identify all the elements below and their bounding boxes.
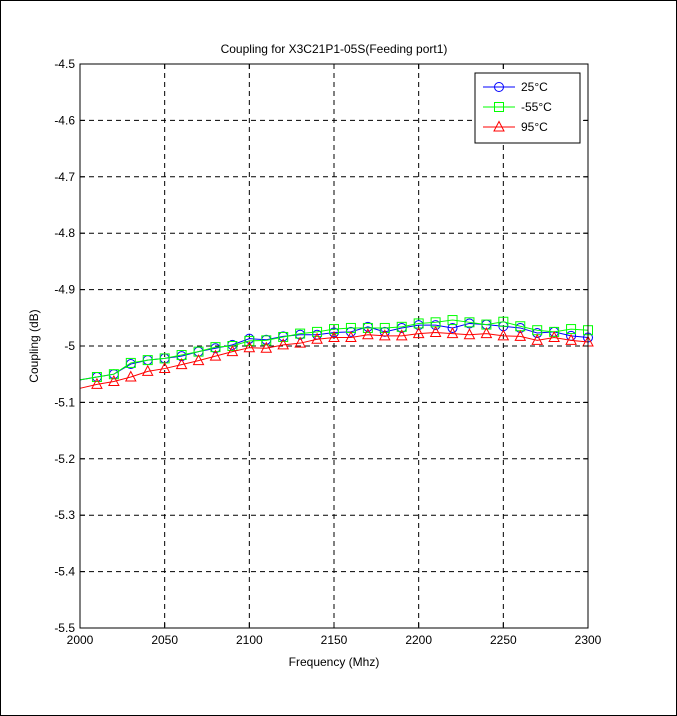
data-point-square [549,326,560,337]
legend-label: -55°C [521,100,552,114]
y-tick-label: -5.4 [54,565,75,579]
y-tick-label: -4.8 [54,226,75,240]
x-tick-label: 2150 [321,633,348,647]
data-point-square [142,355,153,366]
data-point-triangle [362,328,374,340]
data-point-square [379,322,390,333]
data-point-triangle [565,333,577,345]
data-point-triangle [463,328,476,340]
legend-label: 25°C [521,80,548,94]
data-point-triangle [328,330,340,343]
data-point-triangle [497,329,510,341]
data-point-circle [494,82,504,92]
x-tick-label: 2050 [151,633,178,647]
x-tick-label: 2300 [575,633,602,647]
data-point-triangle [311,332,323,344]
data-point-triangle [294,336,306,348]
data-point-triangle [192,354,205,366]
data-point-square [447,315,458,326]
data-point-triangle [141,364,154,376]
data-point-triangle [514,329,527,341]
data-point-triangle [175,358,188,370]
y-tick-label: -4.9 [54,283,75,297]
y-axis-label: Coupling (dB) [27,309,41,382]
series-2 [79,325,594,389]
y-tick-label: -5.2 [54,452,75,466]
y-tick-label: -5.1 [54,395,75,409]
data-point-triangle [548,330,560,343]
data-point-triangle [493,120,505,132]
x-tick-label: 2000 [67,633,94,647]
legend-entry: 95°C [483,120,548,134]
data-point-square [494,102,504,112]
chart-title: Coupling for X3C21P1-05S(Feeding port1) [221,42,448,56]
data-point-triangle [260,341,273,353]
data-point-triangle [395,329,408,341]
data-point-triangle [209,349,222,361]
data-point-triangle [345,330,357,343]
y-tick-label: -5 [64,339,75,353]
series-layer [79,315,594,389]
data-point-triangle [378,329,391,341]
y-tick-label: -4.6 [54,113,75,127]
data-point-circle [447,322,458,333]
data-point-triangle [531,333,544,345]
series-line [79,319,589,381]
data-point-square [464,317,475,328]
ticks: 2000 2050 2100 2150 2200 2250 2300 -4.5 -4.6 -4.7… [54,57,601,647]
data-point-square [312,326,323,337]
data-point-triangle [243,341,256,353]
data-point-triangle [277,338,290,350]
data-point-triangle [91,377,103,389]
series-line [79,331,589,389]
data-point-square [227,341,238,351]
data-point-triangle [412,327,425,339]
data-point-square [566,324,577,335]
x-axis-label: Frequency (Mhz) [289,655,380,669]
data-point-triangle [480,327,493,339]
data-point-triangle [226,345,239,357]
legend-entry: -55°C [483,100,552,114]
x-tick-label: 2100 [236,633,263,647]
data-point-triangle [429,325,442,337]
data-point-triangle [158,361,171,374]
data-point-square [278,331,289,342]
x-tick-label: 2250 [490,633,517,647]
data-point-square [125,357,136,368]
legend-entry: 25°C [483,80,548,94]
data-point-triangle [446,327,459,339]
y-tick-label: -5.5 [54,621,75,635]
legend-label: 95°C [521,120,548,134]
data-point-triangle [124,370,137,382]
x-tick-label: 2200 [405,633,432,647]
legend: 25°C -55°C 95°C [474,72,581,144]
y-tick-label: -4.7 [54,170,75,184]
data-point-square [362,322,373,333]
data-point-square [91,372,102,383]
data-point-square [329,324,339,335]
data-point-square [244,335,255,346]
legend-box [474,72,581,144]
y-tick-label: -4.5 [54,57,75,71]
data-point-triangle [108,374,120,387]
data-point-square [108,369,119,380]
y-tick-label: -5.3 [54,508,75,522]
data-point-square [261,335,272,346]
data-point-square [498,316,509,327]
